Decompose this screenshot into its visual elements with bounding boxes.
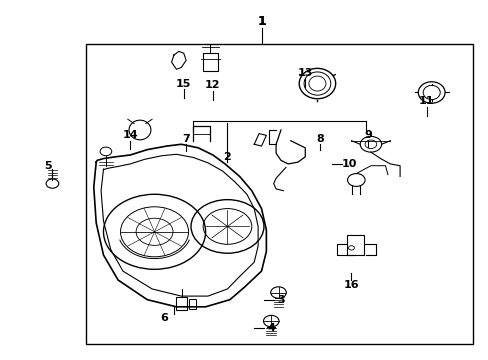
Text: 6: 6 xyxy=(160,312,168,323)
Text: 9: 9 xyxy=(364,130,372,140)
Bar xyxy=(203,53,217,71)
Text: 13: 13 xyxy=(297,68,312,78)
Text: 10: 10 xyxy=(341,159,356,169)
Text: 8: 8 xyxy=(315,134,323,144)
Text: 2: 2 xyxy=(223,152,231,162)
Text: 7: 7 xyxy=(182,134,190,144)
Text: 1: 1 xyxy=(257,14,265,27)
Bar xyxy=(346,235,363,255)
Bar xyxy=(188,298,196,309)
Text: 1: 1 xyxy=(257,14,265,27)
Text: 11: 11 xyxy=(418,96,434,107)
Text: 3: 3 xyxy=(277,295,284,305)
Bar xyxy=(176,297,187,310)
Bar xyxy=(86,44,472,344)
Text: 16: 16 xyxy=(343,280,359,291)
Text: 15: 15 xyxy=(176,78,191,89)
Text: 4: 4 xyxy=(267,323,275,333)
Text: 12: 12 xyxy=(205,80,220,90)
Text: 14: 14 xyxy=(122,130,138,140)
Text: 5: 5 xyxy=(44,161,51,171)
